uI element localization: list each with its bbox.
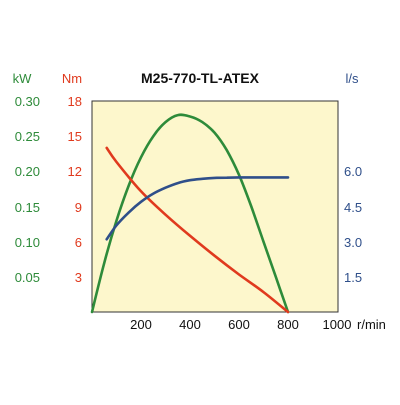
power-tick-label: 0.20 — [15, 164, 40, 179]
flow-axis-ticks: 6.0 4.5 3.0 1.5 — [344, 164, 362, 285]
flow-tick-label: 6.0 — [344, 164, 362, 179]
plot-area — [91, 100, 339, 313]
power-tick-label: 0.25 — [15, 129, 40, 144]
torque-axis-unit: Nm — [62, 71, 82, 86]
power-tick-label: 0.05 — [15, 270, 40, 285]
x-axis-ticks: 200 400 600 800 1000 — [130, 317, 351, 332]
x-tick-label: 800 — [277, 317, 299, 332]
torque-tick-label: 12 — [68, 164, 82, 179]
torque-axis-ticks: 18 15 12 9 6 3 — [68, 94, 82, 285]
flow-tick-label: 3.0 — [344, 235, 362, 250]
x-tick-label: 400 — [179, 317, 201, 332]
x-tick-label: 200 — [130, 317, 152, 332]
power-tick-label: 0.30 — [15, 94, 40, 109]
power-tick-label: 0.10 — [15, 235, 40, 250]
power-axis-unit: kW — [13, 71, 33, 86]
chart-title: M25-770-TL-ATEX — [141, 70, 260, 86]
torque-tick-label: 18 — [68, 94, 82, 109]
x-tick-label: 600 — [228, 317, 250, 332]
x-axis-unit: r/min — [357, 317, 386, 332]
torque-curve — [105, 146, 290, 314]
flow-curve — [105, 176, 290, 241]
power-axis-ticks: 0.30 0.25 0.20 0.15 0.10 0.05 — [15, 94, 40, 285]
flow-tick-label: 1.5 — [344, 270, 362, 285]
power-tick-label: 0.15 — [15, 200, 40, 215]
torque-tick-label: 15 — [68, 129, 82, 144]
flow-axis-unit: l/s — [346, 71, 360, 86]
power-curve — [90, 113, 290, 314]
series-layer — [90, 113, 290, 314]
torque-tick-label: 9 — [75, 200, 82, 215]
torque-tick-label: 6 — [75, 235, 82, 250]
x-tick-label: 1000 — [323, 317, 352, 332]
flow-tick-label: 4.5 — [344, 200, 362, 215]
torque-tick-label: 3 — [75, 270, 82, 285]
